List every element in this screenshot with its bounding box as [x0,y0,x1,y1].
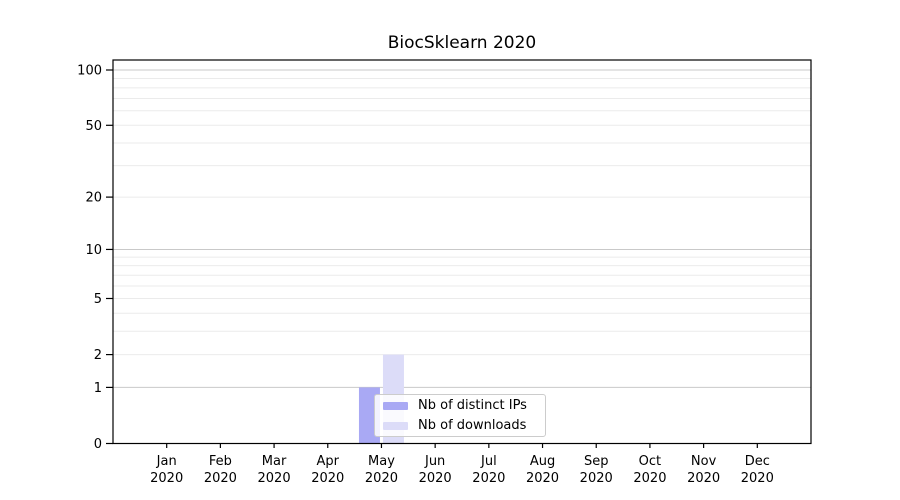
legend-label-distinct-ips: Nb of distinct IPs [418,398,527,413]
legend-swatch-downloads [383,421,408,430]
y-tick-label: 50 [85,119,102,134]
x-tick-label: Jan 2020 [150,454,183,486]
x-tick-label: Oct 2020 [633,454,666,486]
x-tick-label: Jul 2020 [472,454,505,486]
x-tick-label: Apr 2020 [311,454,344,486]
y-tick-label: 100 [77,64,102,79]
y-tick-label: 5 [94,292,102,307]
x-tick-label: Aug 2020 [526,454,559,486]
y-tick-label: 1 [94,381,102,396]
legend-item-distinct-ips: Nb of distinct IPs [383,398,537,413]
x-tick-label: Sep 2020 [580,454,613,486]
plot-border [112,59,812,445]
x-tick-label: Nov 2020 [687,454,720,486]
x-tick-label: Mar 2020 [258,454,291,486]
legend: Nb of distinct IPs Nb of downloads [374,394,546,437]
x-tick-label: May 2020 [365,454,398,486]
y-tick-label: 20 [85,191,102,206]
x-tick-label: Jun 2020 [419,454,452,486]
chart-title: BiocSklearn 2020 [387,33,537,53]
y-tick-label: 2 [94,348,102,363]
y-tick-label: 10 [85,243,102,258]
legend-swatch-distinct-ips [383,401,408,410]
x-tick-label: Feb 2020 [204,454,237,486]
x-tick-label: Dec 2020 [741,454,774,486]
legend-item-downloads: Nb of downloads [383,418,537,433]
y-tick-label: 0 [94,437,102,452]
legend-label-downloads: Nb of downloads [418,418,527,433]
